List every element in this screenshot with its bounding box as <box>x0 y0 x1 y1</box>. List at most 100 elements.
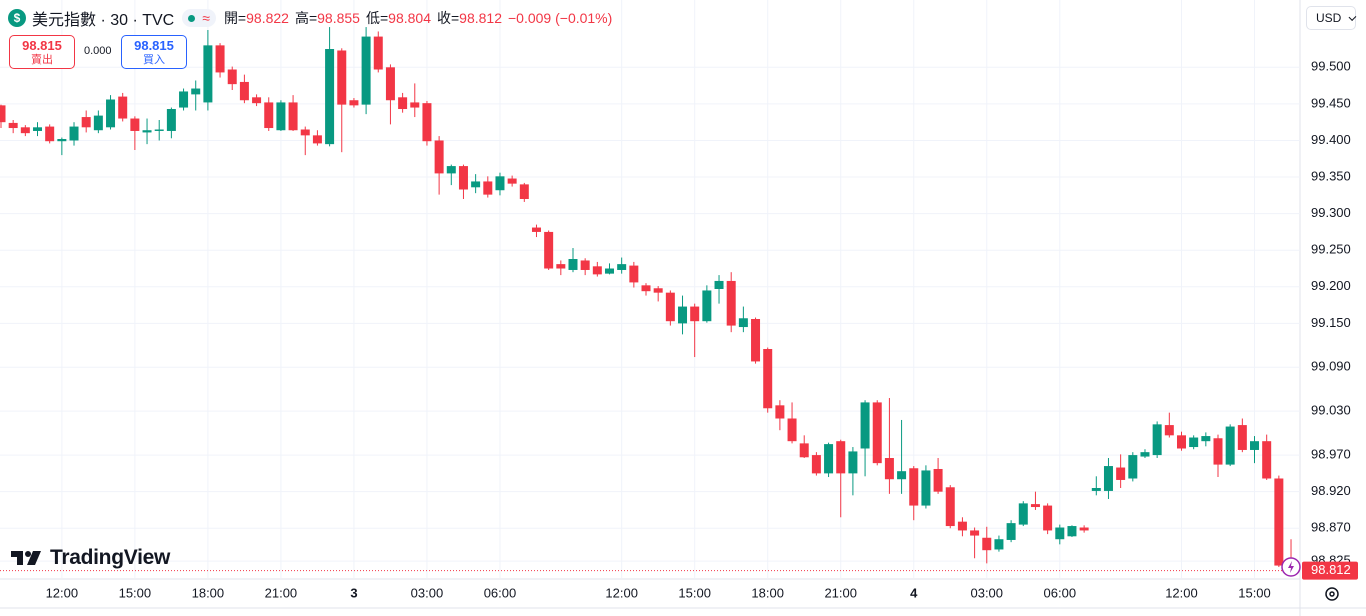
candle-body <box>1140 452 1150 457</box>
symbol-name[interactable]: 美元指數 · 30 · TVC <box>32 12 175 29</box>
brand-name[interactable]: TradingView <box>50 546 171 569</box>
candle <box>154 119 164 141</box>
y-tick-label: 99.300 <box>1311 205 1351 220</box>
buy-price[interactable]: 98.815 <box>134 38 174 53</box>
candle-body <box>690 306 700 322</box>
candle <box>142 118 152 145</box>
alert-bolt[interactable] <box>1288 561 1294 573</box>
candle-body <box>1250 441 1260 450</box>
low-label: 低= <box>365 10 389 26</box>
settings-gear[interactable] <box>1325 587 1339 601</box>
spread: 0.000 <box>84 45 112 57</box>
candle <box>1091 476 1101 496</box>
candle <box>1030 491 1040 510</box>
candle <box>57 137 67 156</box>
candle <box>337 48 347 153</box>
close-value: 98.812 <box>459 10 502 26</box>
candle-body <box>909 468 919 506</box>
candle <box>970 527 980 559</box>
candle <box>93 110 103 134</box>
sell-price[interactable]: 98.815 <box>22 38 62 53</box>
brand-dot[interactable] <box>25 551 31 557</box>
candle <box>300 126 310 156</box>
candle <box>1225 424 1235 467</box>
x-tick-label: 15:00 <box>678 585 711 600</box>
candle-body <box>20 127 30 134</box>
candle-body <box>556 264 566 269</box>
candle-body <box>276 102 286 131</box>
candle <box>239 74 249 104</box>
y-tick-label: 99.090 <box>1311 359 1351 374</box>
buy-label[interactable]: 買入 <box>143 54 165 66</box>
candle-body <box>824 444 834 474</box>
x-tick-label: 03:00 <box>411 585 444 600</box>
candle-body <box>1262 441 1272 479</box>
settings-icon[interactable] <box>1325 587 1339 601</box>
buy-button[interactable]: 98.815 買入 <box>121 35 187 69</box>
candle-body <box>787 418 797 442</box>
x-tick-label: 15:00 <box>119 585 152 600</box>
candle <box>519 182 529 202</box>
candle <box>641 283 651 296</box>
candle-body <box>702 290 712 322</box>
candle-body <box>385 67 395 101</box>
currency-button[interactable]: USD <box>1306 6 1356 30</box>
candle-body <box>763 348 773 409</box>
settings-hub[interactable] <box>1329 591 1335 597</box>
candle <box>373 31 383 73</box>
brand-v[interactable] <box>27 551 41 565</box>
candle <box>69 122 79 146</box>
candles <box>0 27 1296 577</box>
candle-body <box>361 36 371 105</box>
market-status[interactable]: ≈ <box>182 9 216 27</box>
x-tick-label: 03:00 <box>970 585 1003 600</box>
candle <box>1201 432 1211 447</box>
candle <box>714 275 724 304</box>
candle <box>458 164 468 200</box>
candle-body <box>1018 503 1028 525</box>
candle-body <box>1067 526 1077 537</box>
alert-icon[interactable] <box>1281 557 1301 577</box>
candle <box>1018 501 1028 527</box>
candle <box>45 124 55 144</box>
candle-body <box>1176 435 1186 449</box>
brand-t[interactable] <box>11 551 23 565</box>
sell-button[interactable]: 98.815 賣出 <box>9 35 75 69</box>
candle-body <box>629 265 639 283</box>
candle <box>836 439 846 518</box>
candle-body <box>860 402 870 449</box>
candle <box>483 176 493 198</box>
brand-logo[interactable]: TradingView <box>11 546 170 570</box>
candle-body <box>1055 527 1065 540</box>
candle-body <box>483 181 493 195</box>
candle <box>1262 434 1272 480</box>
candle <box>580 258 590 276</box>
currency-label[interactable]: USD <box>1316 11 1342 25</box>
candle <box>811 452 821 476</box>
grid <box>0 0 1300 578</box>
candle-body <box>130 118 140 131</box>
candle-body <box>325 49 335 145</box>
brand-icon[interactable] <box>11 549 45 567</box>
candle-body <box>568 259 578 270</box>
candle <box>81 110 91 133</box>
x-tick-label: 06:00 <box>1044 585 1077 600</box>
x-tick-label: 12:00 <box>46 585 79 600</box>
candle-body <box>264 102 274 129</box>
candle-body <box>519 184 529 200</box>
candle-body <box>142 130 152 133</box>
candle-body <box>215 45 225 73</box>
x-tick-label: 3 <box>350 585 357 600</box>
candle <box>349 98 359 108</box>
candle-body <box>446 166 456 174</box>
x-tick-label: 12:00 <box>1165 585 1198 600</box>
y-tick-label: 99.500 <box>1311 59 1351 74</box>
candle <box>629 261 639 288</box>
candle <box>203 29 213 111</box>
y-tick-label: 99.450 <box>1311 95 1351 110</box>
sell-label[interactable]: 賣出 <box>31 54 53 66</box>
candle <box>1274 475 1284 568</box>
candle <box>738 306 748 333</box>
candle <box>678 295 688 335</box>
